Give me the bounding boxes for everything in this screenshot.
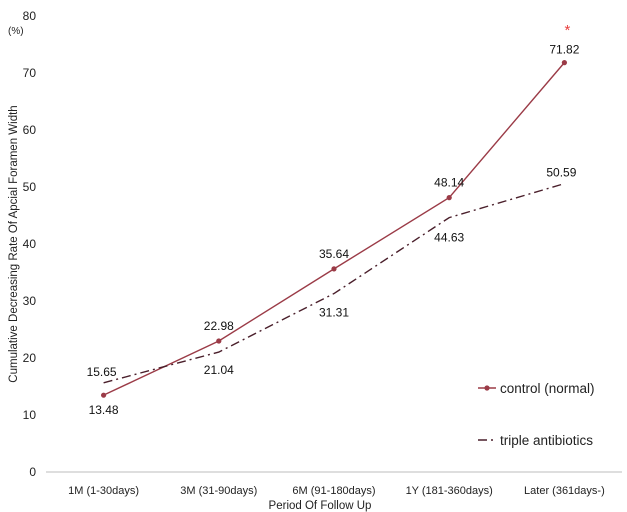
significance-asterisk: * <box>564 22 570 39</box>
x-axis-label: Period Of Follow Up <box>269 500 372 512</box>
legend: control (normal) triple antibiotics <box>478 381 595 448</box>
y-axis-unit: (%) <box>8 26 24 37</box>
series-line-1 <box>103 62 565 396</box>
legend-label-triple: triple antibiotics <box>500 433 593 448</box>
data-label-series-2: 21.04 <box>204 363 234 377</box>
series-1-point <box>101 392 107 398</box>
y-tick-label: 10 <box>23 408 37 422</box>
y-axis-label: Cumulative Decreasing Rate Of Apcial For… <box>8 105 20 382</box>
series-1-point <box>216 338 222 344</box>
series-1-point <box>446 195 452 201</box>
x-tick-label: 1M (1-30days) <box>68 485 139 497</box>
y-tick-label: 70 <box>23 66 37 80</box>
legend-label-control: control (normal) <box>500 381 595 396</box>
series-layer <box>101 60 568 398</box>
y-tick-label: 40 <box>23 237 37 251</box>
legend-marker-control <box>484 385 490 391</box>
y-tick-label: 30 <box>23 294 37 308</box>
y-axis: 0 10 20 30 40 50 60 70 80 <box>23 9 37 479</box>
y-tick-label: 50 <box>23 180 37 194</box>
data-labels-layer: 13.48 22.98 35.64 48.14 71.82 15.65 21.04 31.31… <box>87 43 580 418</box>
series-line-2 <box>103 182 565 384</box>
x-tick-label: Later (361days-) <box>524 485 605 497</box>
x-axis: 1M (1-30days) 3M (31-90days) 6M (91-180day… <box>46 471 622 497</box>
data-label-series-1: 71.82 <box>549 43 579 57</box>
y-tick-label: 60 <box>23 123 37 137</box>
data-label-series-1: 13.48 <box>89 403 119 417</box>
data-label-series-2: 15.65 <box>87 365 117 379</box>
x-tick-label: 3M (31-90days) <box>180 485 257 497</box>
series-1-point <box>561 60 568 66</box>
data-label-series-1: 35.64 <box>319 247 349 261</box>
series-1-point <box>331 266 337 272</box>
data-label-series-1: 48.14 <box>434 176 464 190</box>
data-label-series-2: 44.63 <box>434 231 464 245</box>
data-label-series-2: 31.31 <box>319 306 349 320</box>
y-tick-label: 80 <box>23 9 37 23</box>
y-tick-label: 20 <box>23 351 37 365</box>
y-tick-label: 0 <box>29 465 36 479</box>
data-label-series-2: 50.59 <box>546 166 576 180</box>
x-tick-label: 1Y (181-360days) <box>406 485 493 497</box>
x-tick-label: 6M (91-180days) <box>292 485 375 497</box>
data-label-series-1: 22.98 <box>204 319 234 333</box>
